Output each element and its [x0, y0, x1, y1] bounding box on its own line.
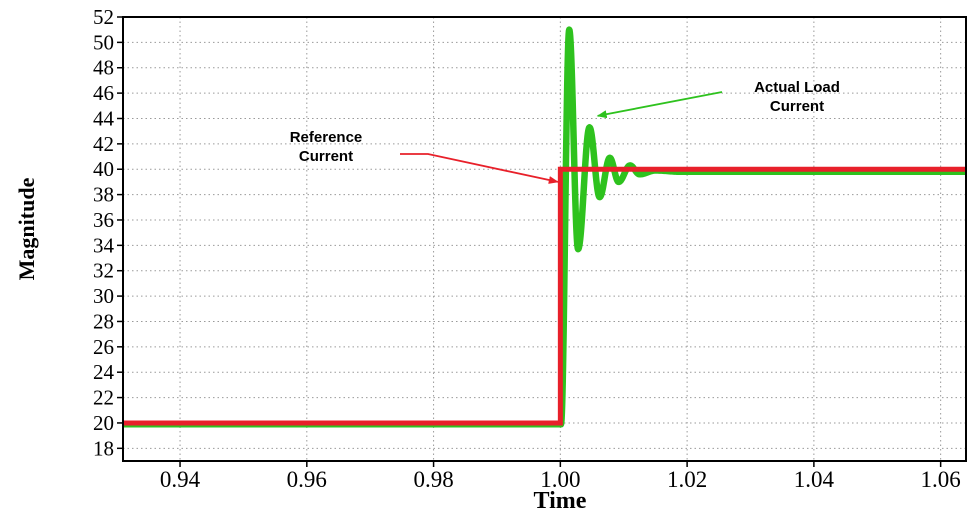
y-tick-label: 34 [93, 233, 115, 257]
y-tick-label: 40 [93, 157, 114, 181]
x-tick-label: 0.94 [160, 467, 201, 492]
x-axis-ticks: 0.94 0.96 0.98 1.00 1.02 1.04 1.06 [160, 461, 961, 492]
y-tick-label: 50 [93, 30, 114, 54]
x-axis-title: Time [534, 488, 587, 511]
y-tick-label: 38 [93, 183, 114, 207]
series-layer [123, 26, 966, 428]
annotation-reference-current: Reference Current [290, 129, 363, 165]
y-tick-label: 52 [93, 5, 114, 29]
x-tick-label: 1.02 [667, 467, 707, 492]
y-tick-label: 30 [93, 284, 114, 308]
y-tick-label: 18 [93, 436, 114, 460]
y-tick-label: 24 [93, 360, 115, 384]
y-tick-label: 32 [93, 259, 114, 283]
y-tick-label: 20 [93, 411, 114, 435]
y-tick-label: 36 [93, 208, 114, 232]
y-tick-label: 22 [93, 386, 114, 410]
annotation-actual-load-current: Actual Load Current [754, 79, 840, 115]
plot-frame [122, 16, 967, 462]
x-tick-label: 0.98 [413, 467, 453, 492]
x-tick-label: 0.96 [287, 467, 327, 492]
y-tick-label: 26 [93, 335, 114, 359]
y-tick-label: 28 [93, 309, 114, 333]
x-tick-label: 1.06 [921, 467, 961, 492]
y-tick-label: 46 [93, 81, 114, 105]
series-reference-current [123, 166, 966, 426]
x-tick-label: 1.04 [794, 467, 835, 492]
y-tick-label: 48 [93, 56, 114, 80]
x-tick-label: 1.00 [540, 467, 580, 492]
annotations: Reference Current Actual Load Current [290, 79, 840, 184]
y-tick-label: 42 [93, 132, 114, 156]
y-tick-label: 44 [93, 106, 115, 130]
annotation-arrow-reference [400, 153, 559, 184]
plot-background [123, 17, 966, 461]
y-axis-title: Magnitude [14, 177, 39, 280]
annotation-arrow-actual [596, 91, 723, 119]
